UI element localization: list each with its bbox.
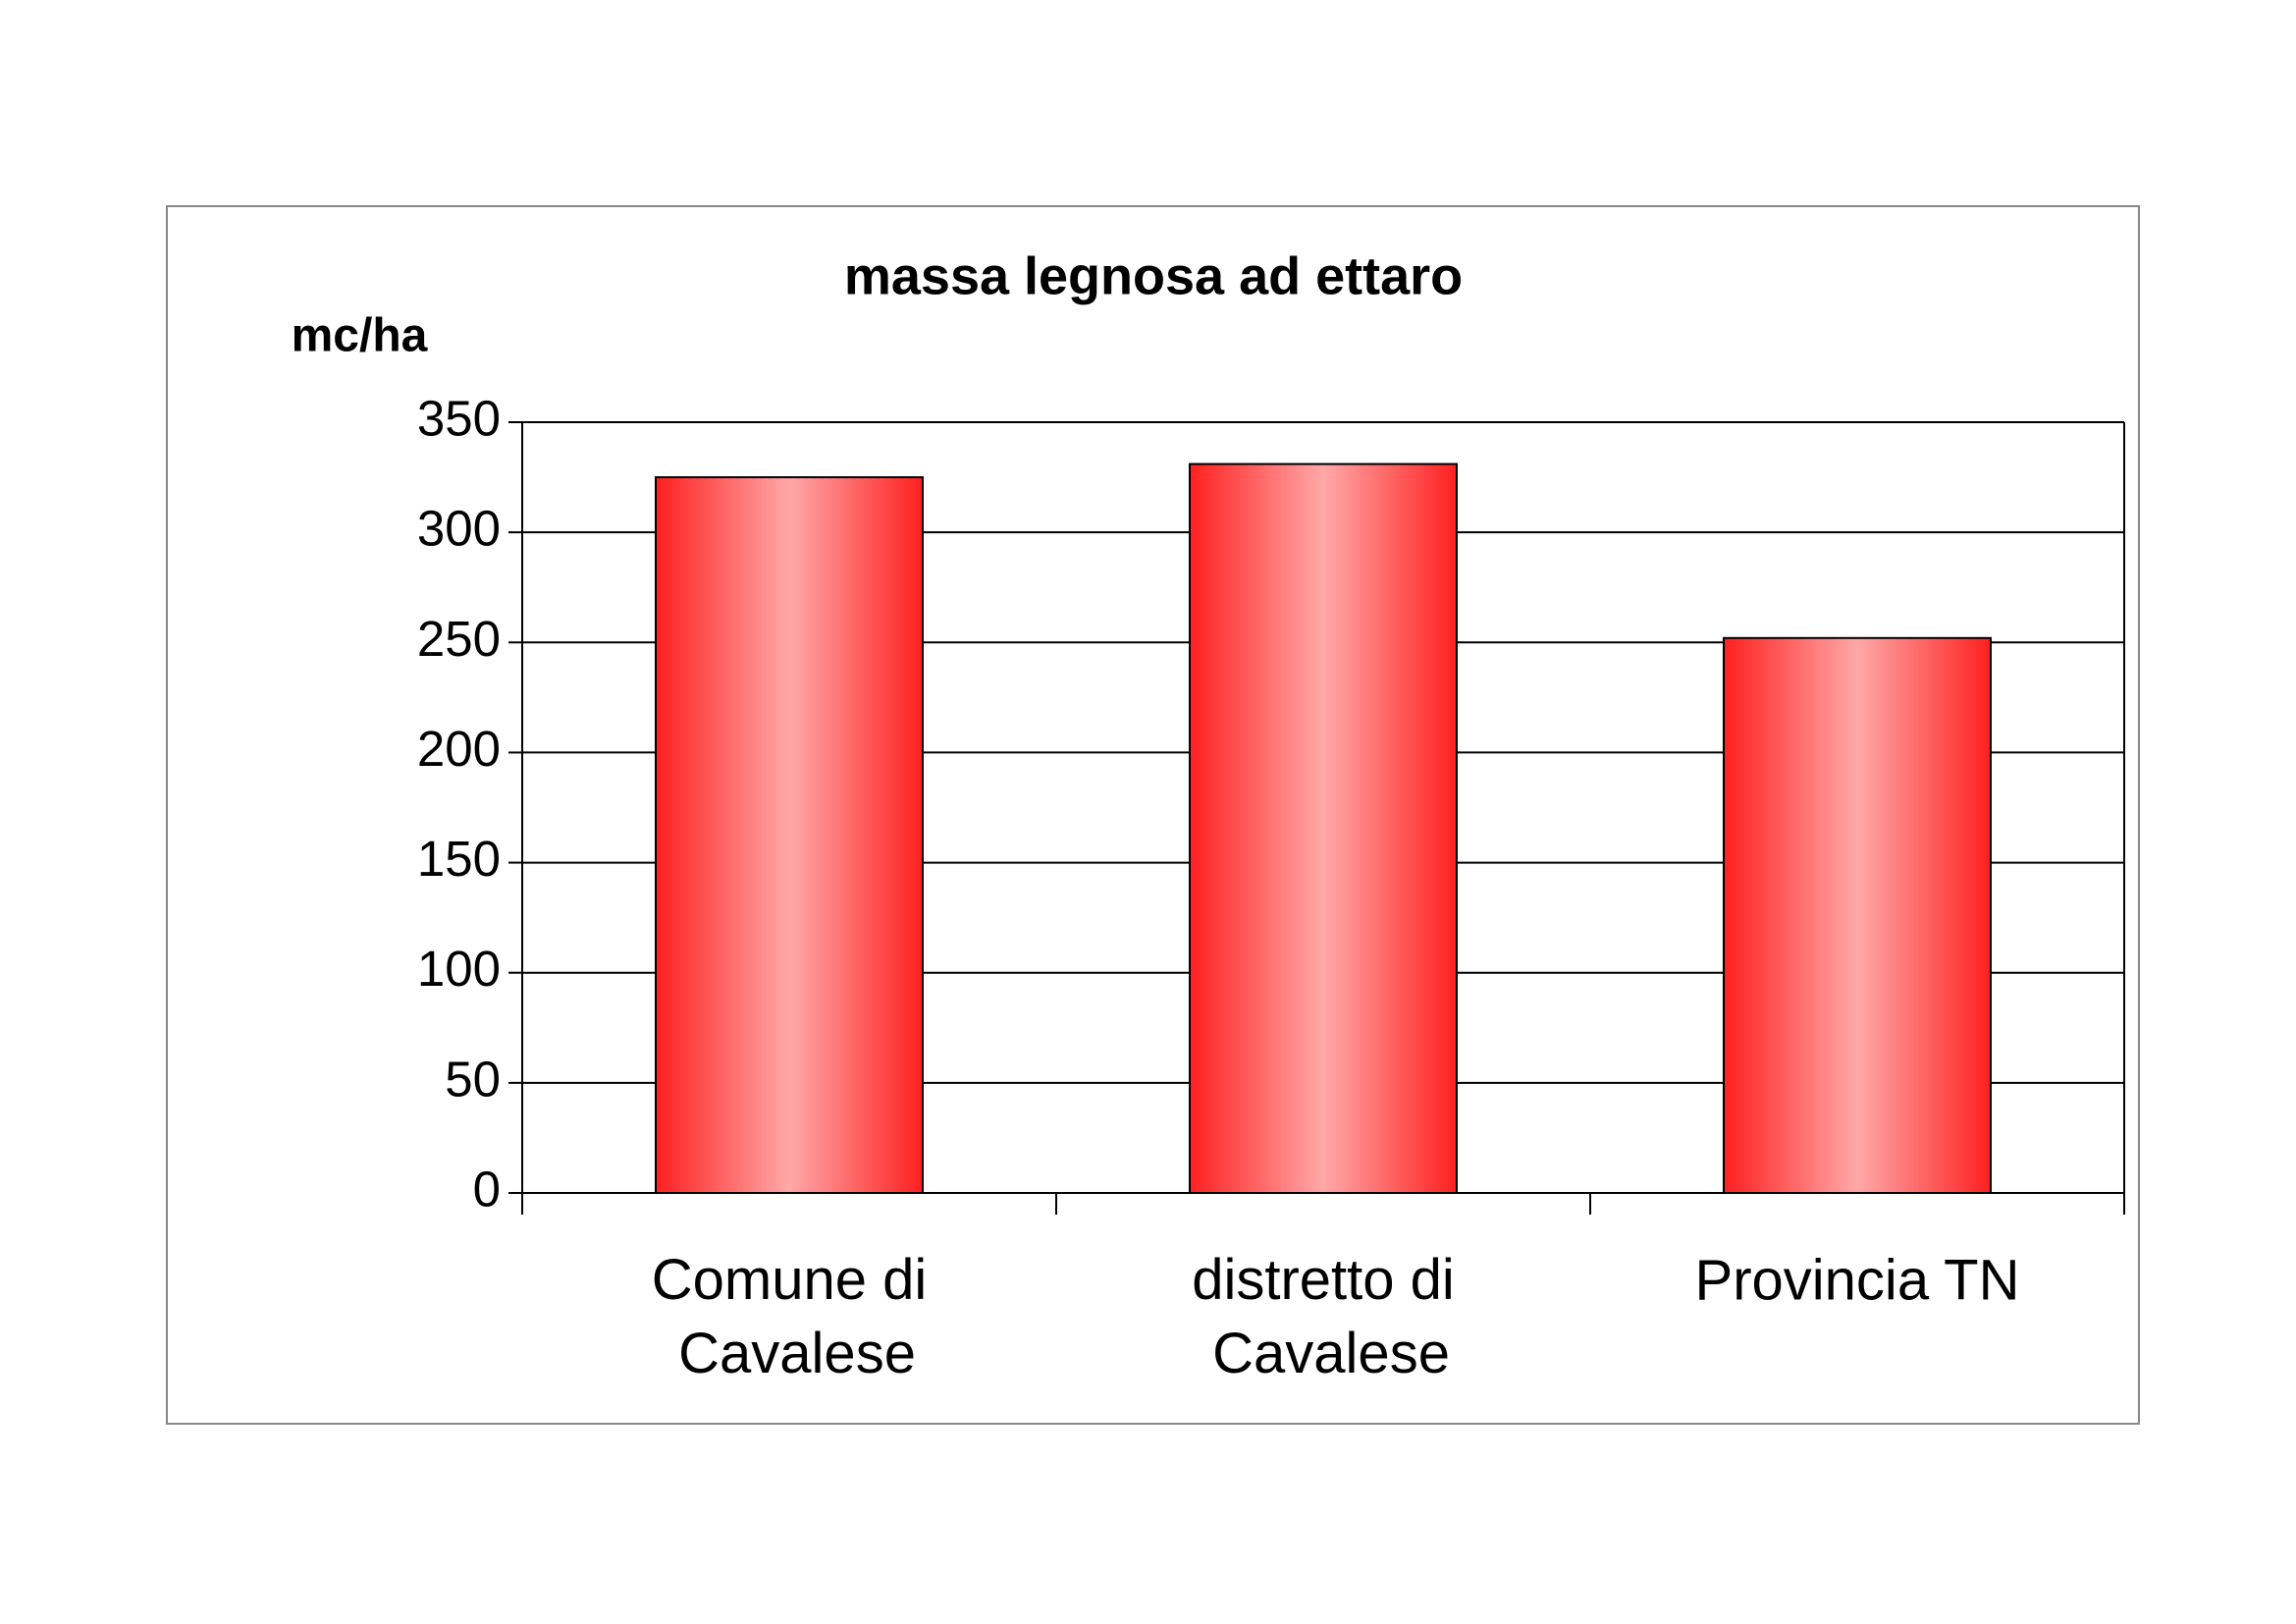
bar bbox=[655, 476, 924, 1195]
x-tick-label: distretto di Cavalese bbox=[1192, 1248, 1455, 1385]
x-tick-label: Comune di Cavalese bbox=[652, 1248, 927, 1385]
y-tick-label: 350 bbox=[417, 390, 501, 446]
y-tick-label: 100 bbox=[417, 941, 501, 997]
y-axis-label: mc/ha bbox=[292, 310, 428, 362]
y-tick-label: 0 bbox=[473, 1161, 501, 1217]
bar bbox=[1189, 462, 1458, 1195]
x-tick-label: Provincia TN bbox=[1695, 1248, 2020, 1312]
y-tick-label: 250 bbox=[417, 611, 501, 667]
y-tick-label: 150 bbox=[417, 831, 501, 887]
y-tick-label: 50 bbox=[445, 1051, 501, 1107]
chart-title: massa legnosa ad ettaro bbox=[844, 246, 1463, 305]
y-tick-label: 200 bbox=[417, 721, 501, 777]
bar bbox=[1723, 636, 1992, 1194]
y-tick-label: 300 bbox=[417, 501, 501, 557]
